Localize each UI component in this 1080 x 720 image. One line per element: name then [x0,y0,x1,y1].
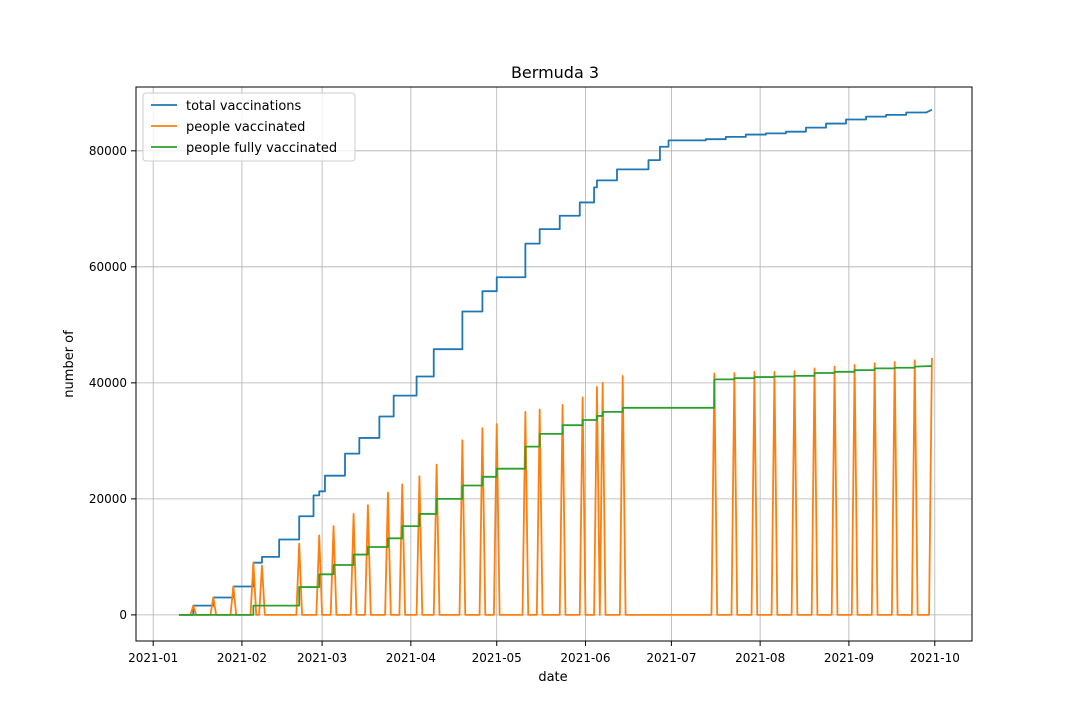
x-tick-label: 2021-05 [472,651,522,665]
plot-frame [135,86,973,642]
x-tick-label: 2021-06 [560,651,610,665]
y-tick-label: 60000 [89,260,127,274]
y-tick-label: 0 [119,608,127,622]
legend: total vaccinations people vaccinated peo… [142,92,356,162]
series-lines [178,108,933,616]
y-axis-label: number of [62,330,77,398]
chart-title: Bermuda 3 [511,63,599,82]
x-tick-label: 2021-09 [824,651,874,665]
x-tick-label: 2021-01 [128,651,178,665]
legend-label-total-vaccinations: total vaccinations [186,99,302,114]
legend-label-people-vaccinated: people vaccinated [186,120,305,135]
series-line-people-fully-vaccinated [178,365,932,616]
series-line-total-vaccinations [178,108,933,616]
y-tick-label: 80000 [89,144,127,158]
x-tick-label: 2021-07 [646,651,696,665]
axes: 2021-01 2021-02 2021-03 2021-04 2021-05 2021-… [89,86,973,665]
x-tick-label: 2021-02 [217,651,267,665]
x-tick-label: 2021-08 [735,651,785,665]
legend-label-people-fully-vaccinated: people fully vaccinated [186,141,337,156]
x-tick-label: 2021-10 [910,651,960,665]
x-axis-label: date [538,670,567,685]
series-line-people-vaccinated [178,357,933,616]
x-tick-label: 2021-03 [297,651,347,665]
x-tick-label: 2021-04 [386,651,436,665]
legend-box [142,92,356,162]
y-tick-label: 40000 [89,376,127,390]
y-tick-label: 20000 [89,492,127,506]
